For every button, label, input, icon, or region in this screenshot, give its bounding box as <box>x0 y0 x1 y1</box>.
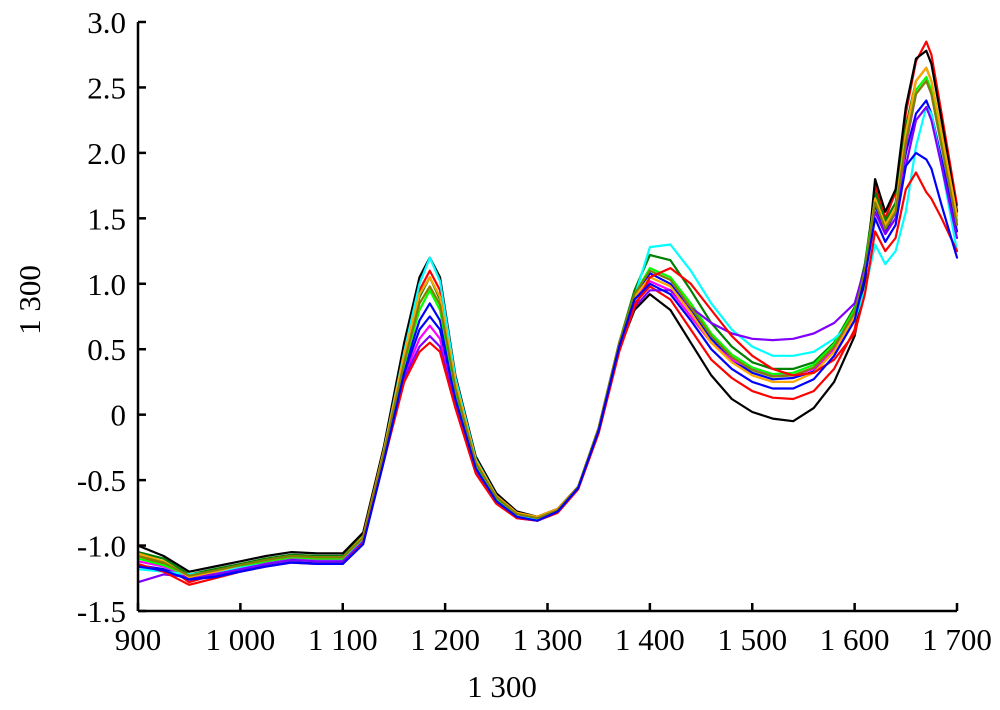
series-layer <box>136 40 959 586</box>
axes-layer <box>136 22 957 613</box>
series-line-4 <box>136 49 959 573</box>
series-line-10 <box>136 79 959 577</box>
x-tick-label: 1 700 <box>922 622 992 657</box>
y-tick-label: 1.0 <box>87 267 126 302</box>
series-line-6 <box>136 75 959 577</box>
y-axis-title: 1 300 <box>12 265 47 335</box>
y-tick-label: 1.5 <box>87 201 126 236</box>
series-line-5 <box>136 79 959 579</box>
y-tick-label: 2.0 <box>87 136 126 171</box>
series-line-3 <box>136 66 959 576</box>
x-tick-label: 1 300 <box>513 622 583 657</box>
x-tick-label: 900 <box>115 622 162 657</box>
series-line-11 <box>136 171 959 586</box>
series-line-1 <box>136 40 959 584</box>
ticks-layer: 900 1 000 1 100 1 200 1 300 1 400 1 500 1 600 1 … <box>77 5 992 657</box>
x-axis-title: 1 300 <box>467 669 537 704</box>
y-tick-label: -1.0 <box>77 529 126 564</box>
y-tick-label: -0.5 <box>77 463 126 498</box>
y-tick-label: 3.0 <box>87 5 126 40</box>
x-tick-label: 1 500 <box>717 622 787 657</box>
x-tick-label: 1 000 <box>206 622 276 657</box>
y-tick-label: 2.5 <box>87 70 126 105</box>
x-tick-label: 1 600 <box>820 622 890 657</box>
y-tick-label: 0.5 <box>87 332 126 367</box>
series-line-12 <box>136 151 959 581</box>
x-tick-label: 1 200 <box>410 622 480 657</box>
x-tick-label: 1 100 <box>308 622 378 657</box>
y-tick-label: 0 <box>111 398 127 433</box>
x-tick-label: 1 400 <box>615 622 685 657</box>
y-tick-label: -1.5 <box>77 594 126 629</box>
